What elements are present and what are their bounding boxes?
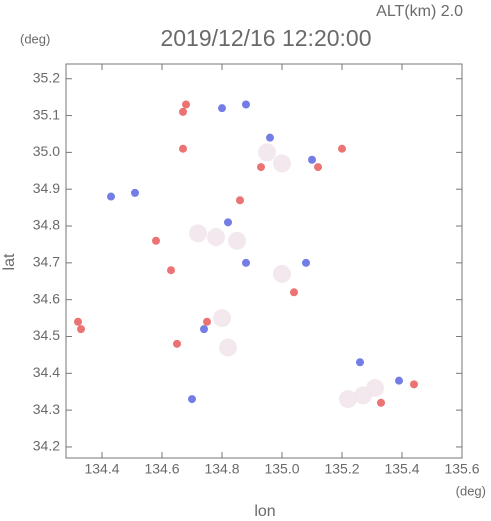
- echo-point: [173, 339, 181, 348]
- y-tick-label: 34.4: [33, 364, 60, 380]
- echo-point: [366, 379, 384, 398]
- echo-point: [219, 338, 237, 357]
- echo-point: [257, 163, 265, 172]
- echo-point: [179, 144, 187, 153]
- echo-point: [131, 188, 139, 197]
- echo-point: [203, 317, 211, 326]
- altitude-label: ALT(km) 2.0: [376, 3, 463, 20]
- echo-point: [189, 224, 207, 243]
- echo-point: [228, 231, 246, 250]
- y-tick-label: 35.2: [33, 69, 60, 85]
- y-tick-label: 34.3: [33, 401, 60, 417]
- x-tick-label: 135.4: [384, 461, 419, 477]
- echo-point: [107, 192, 115, 201]
- echo-point: [236, 196, 244, 205]
- echo-point: [213, 309, 231, 328]
- echo-point: [356, 358, 364, 367]
- echo-point: [242, 100, 250, 109]
- y-tick-label: 34.6: [33, 290, 60, 306]
- plot-frame: [65, 63, 463, 459]
- x-tick-label: 135.2: [324, 461, 359, 477]
- echo-point: [74, 317, 82, 326]
- echo-point: [314, 163, 322, 172]
- x-tick-label: 135.0: [264, 461, 299, 477]
- echo-point: [339, 390, 357, 409]
- y-tick-label: 34.9: [33, 180, 60, 196]
- y-tick-label: 34.7: [33, 254, 60, 270]
- echo-point: [410, 380, 418, 389]
- echo-point: [179, 107, 187, 116]
- x-tick-label: 135.6: [444, 461, 479, 477]
- echo-point: [77, 325, 85, 334]
- echo-point: [377, 398, 385, 407]
- echo-point: [302, 258, 310, 267]
- echo-point: [242, 258, 250, 267]
- y-axis-label: lat: [1, 253, 18, 270]
- echo-point: [273, 154, 291, 173]
- echo-point: [218, 104, 226, 113]
- echo-point: [266, 133, 274, 142]
- echo-point: [167, 266, 175, 275]
- x-tick-label: 134.4: [84, 461, 119, 477]
- echo-point: [273, 264, 291, 283]
- chart-title: 2019/12/16 12:20:00: [160, 25, 371, 51]
- echo-point: [308, 155, 316, 164]
- y-unit: (deg): [20, 31, 50, 46]
- x-tick-label: 134.8: [204, 461, 239, 477]
- x-tick-label: 134.6: [144, 461, 179, 477]
- echo-point: [182, 100, 190, 109]
- echo-point: [200, 325, 208, 334]
- y-tick-label: 34.2: [33, 438, 60, 454]
- echo-point: [152, 236, 160, 245]
- echo-point: [188, 395, 196, 404]
- x-unit: (deg): [456, 483, 486, 498]
- y-tick-label: 34.8: [33, 217, 60, 233]
- x-axis-label: lon: [254, 503, 275, 520]
- y-tick-label: 35.0: [33, 143, 60, 159]
- echo-point: [224, 218, 232, 227]
- echo-point: [207, 228, 225, 247]
- echo-point: [290, 288, 298, 297]
- y-tick-label: 35.1: [33, 106, 60, 122]
- echo-point: [258, 143, 276, 162]
- echo-point: [395, 376, 403, 385]
- echo-point: [338, 144, 346, 153]
- y-tick-label: 34.5: [33, 327, 60, 343]
